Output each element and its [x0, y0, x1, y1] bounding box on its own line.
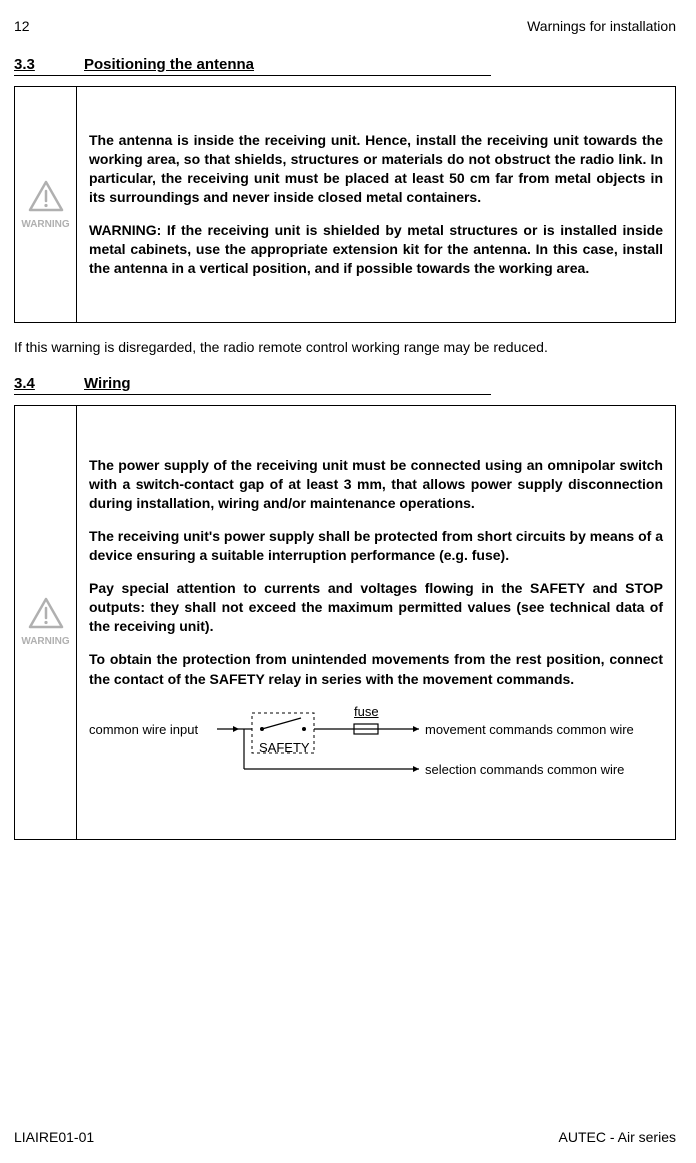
- warning-label: WARNING: [21, 636, 69, 647]
- page-header: 12 Warnings for installation: [14, 18, 676, 34]
- page-number: 12: [14, 18, 30, 34]
- label-common-wire-input: common wire input: [89, 721, 198, 739]
- wiring-para4: To obtain the protection from unintended…: [89, 650, 663, 688]
- wiring-diagram: common wire input SAFETY fuse movement c…: [89, 703, 663, 793]
- antenna-para2: WARNING: If the receiving unit is shield…: [89, 221, 663, 278]
- label-movement-commands: movement commands common wire: [425, 721, 634, 739]
- footer-right: AUTEC - Air series: [559, 1129, 676, 1145]
- header-section-title: Warnings for installation: [527, 18, 676, 34]
- label-safety: SAFETY: [259, 739, 310, 757]
- label-fuse: fuse: [354, 703, 379, 721]
- warning-icon-column: WARNING: [15, 87, 77, 322]
- warning-content-wiring: The power supply of the receiving unit m…: [77, 406, 675, 838]
- wiring-diagram-svg: [89, 703, 679, 793]
- warning-triangle-icon: [28, 597, 64, 634]
- wiring-para2: The receiving unit's power supply shall …: [89, 527, 663, 565]
- wiring-para3: Pay special attention to currents and vo…: [89, 579, 663, 636]
- section-3-4-heading: 3.4 Wiring: [14, 375, 491, 395]
- warning-box-antenna: WARNING The antenna is inside the receiv…: [14, 86, 676, 323]
- section-title: Wiring: [84, 375, 131, 392]
- label-selection-commands: selection commands common wire: [425, 761, 624, 779]
- warning-box-wiring: WARNING The power supply of the receivin…: [14, 405, 676, 839]
- warning-triangle-icon: [28, 180, 64, 217]
- disregard-text: If this warning is disregarded, the radi…: [14, 339, 676, 355]
- page-footer: LIAIRE01-01 AUTEC - Air series: [14, 1129, 676, 1145]
- section-3-3-heading: 3.3 Positioning the antenna: [14, 56, 491, 76]
- warning-icon-column: WARNING: [15, 406, 77, 838]
- warning-label: WARNING: [21, 219, 69, 230]
- section-title: Positioning the antenna: [84, 56, 254, 73]
- antenna-para1: The antenna is inside the receiving unit…: [89, 131, 663, 207]
- wiring-para1: The power supply of the receiving unit m…: [89, 456, 663, 513]
- footer-left: LIAIRE01-01: [14, 1129, 94, 1145]
- warning-content-antenna: The antenna is inside the receiving unit…: [77, 87, 675, 322]
- section-number: 3.4: [14, 375, 84, 392]
- section-number: 3.3: [14, 56, 84, 73]
